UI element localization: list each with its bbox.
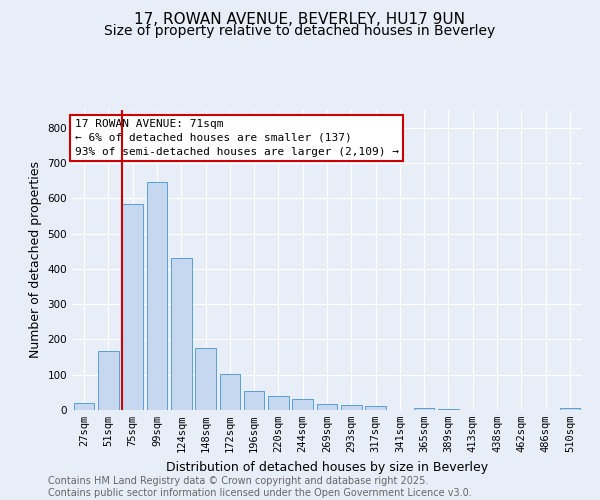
Bar bbox=[244, 390, 265, 410]
Bar bbox=[171, 258, 191, 410]
Text: 17 ROWAN AVENUE: 71sqm
← 6% of detached houses are smaller (137)
93% of semi-det: 17 ROWAN AVENUE: 71sqm ← 6% of detached … bbox=[74, 119, 398, 157]
Bar bbox=[365, 406, 386, 410]
Bar bbox=[146, 182, 167, 410]
Bar bbox=[560, 408, 580, 410]
Text: Size of property relative to detached houses in Beverley: Size of property relative to detached ho… bbox=[104, 24, 496, 38]
Bar bbox=[414, 408, 434, 410]
Bar bbox=[98, 350, 119, 410]
Text: 17, ROWAN AVENUE, BEVERLEY, HU17 9UN: 17, ROWAN AVENUE, BEVERLEY, HU17 9UN bbox=[134, 12, 466, 28]
Bar bbox=[268, 396, 289, 410]
Bar bbox=[220, 374, 240, 410]
Bar bbox=[74, 403, 94, 410]
Y-axis label: Number of detached properties: Number of detached properties bbox=[29, 162, 42, 358]
Bar bbox=[122, 204, 143, 410]
Bar bbox=[195, 348, 216, 410]
Bar bbox=[341, 404, 362, 410]
Text: Contains HM Land Registry data © Crown copyright and database right 2025.
Contai: Contains HM Land Registry data © Crown c… bbox=[48, 476, 472, 498]
Bar bbox=[292, 400, 313, 410]
Bar bbox=[317, 404, 337, 410]
X-axis label: Distribution of detached houses by size in Beverley: Distribution of detached houses by size … bbox=[166, 460, 488, 473]
